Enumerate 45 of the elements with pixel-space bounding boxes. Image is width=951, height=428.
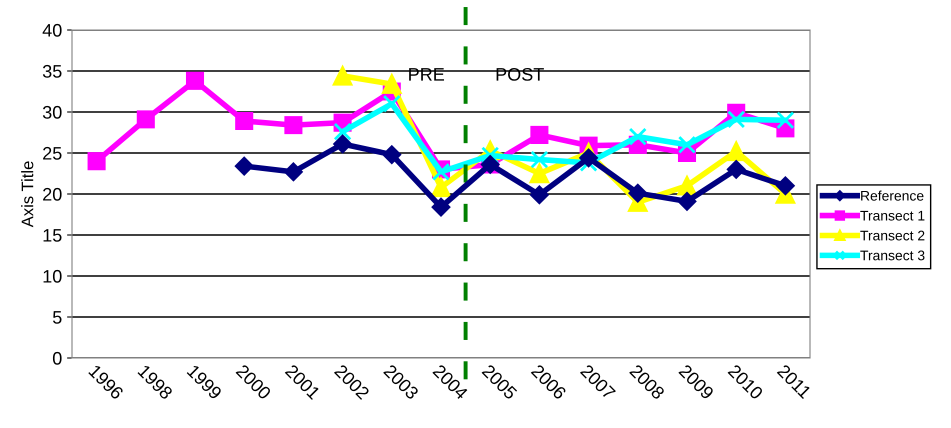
point [776,176,795,196]
point [332,66,352,86]
point [628,184,648,202]
y-tick-label: 10 [44,270,62,283]
y-tick-label: 40 [42,24,62,37]
point [678,136,696,154]
legend-label: Transect 3 [860,250,924,260]
y-tick-label: 25 [43,146,62,160]
point [186,72,204,90]
point [579,148,598,168]
legend-label: Transect 2 [860,230,924,240]
point [88,152,106,170]
y-tick-label: 5 [52,311,62,324]
point [678,192,696,211]
point [284,116,302,134]
y-tick-label: 30 [42,106,62,119]
point [234,156,254,176]
point [481,146,500,164]
point [431,178,451,198]
y-axis-title: Axis Title [21,161,34,228]
point [333,134,352,154]
y-tick-label: 20 [43,188,62,201]
point [530,164,550,184]
point [382,145,402,164]
y-tick-label: 35 [42,64,62,78]
point [530,126,548,144]
point [677,176,697,196]
point [726,160,746,179]
point [628,128,647,146]
point [580,154,598,172]
point [334,122,352,141]
point [776,111,794,130]
point [382,94,401,113]
point [530,186,549,204]
point [432,198,450,216]
point [284,162,303,182]
point [530,150,548,169]
point [235,112,254,130]
legend-label: Reference [861,190,924,201]
legend-label: Transect 1 [860,210,924,221]
point [136,110,155,128]
point [382,74,402,94]
y-tick-label: 0 [52,352,62,365]
y-tick-label: 15 [44,229,62,242]
point [727,110,746,128]
